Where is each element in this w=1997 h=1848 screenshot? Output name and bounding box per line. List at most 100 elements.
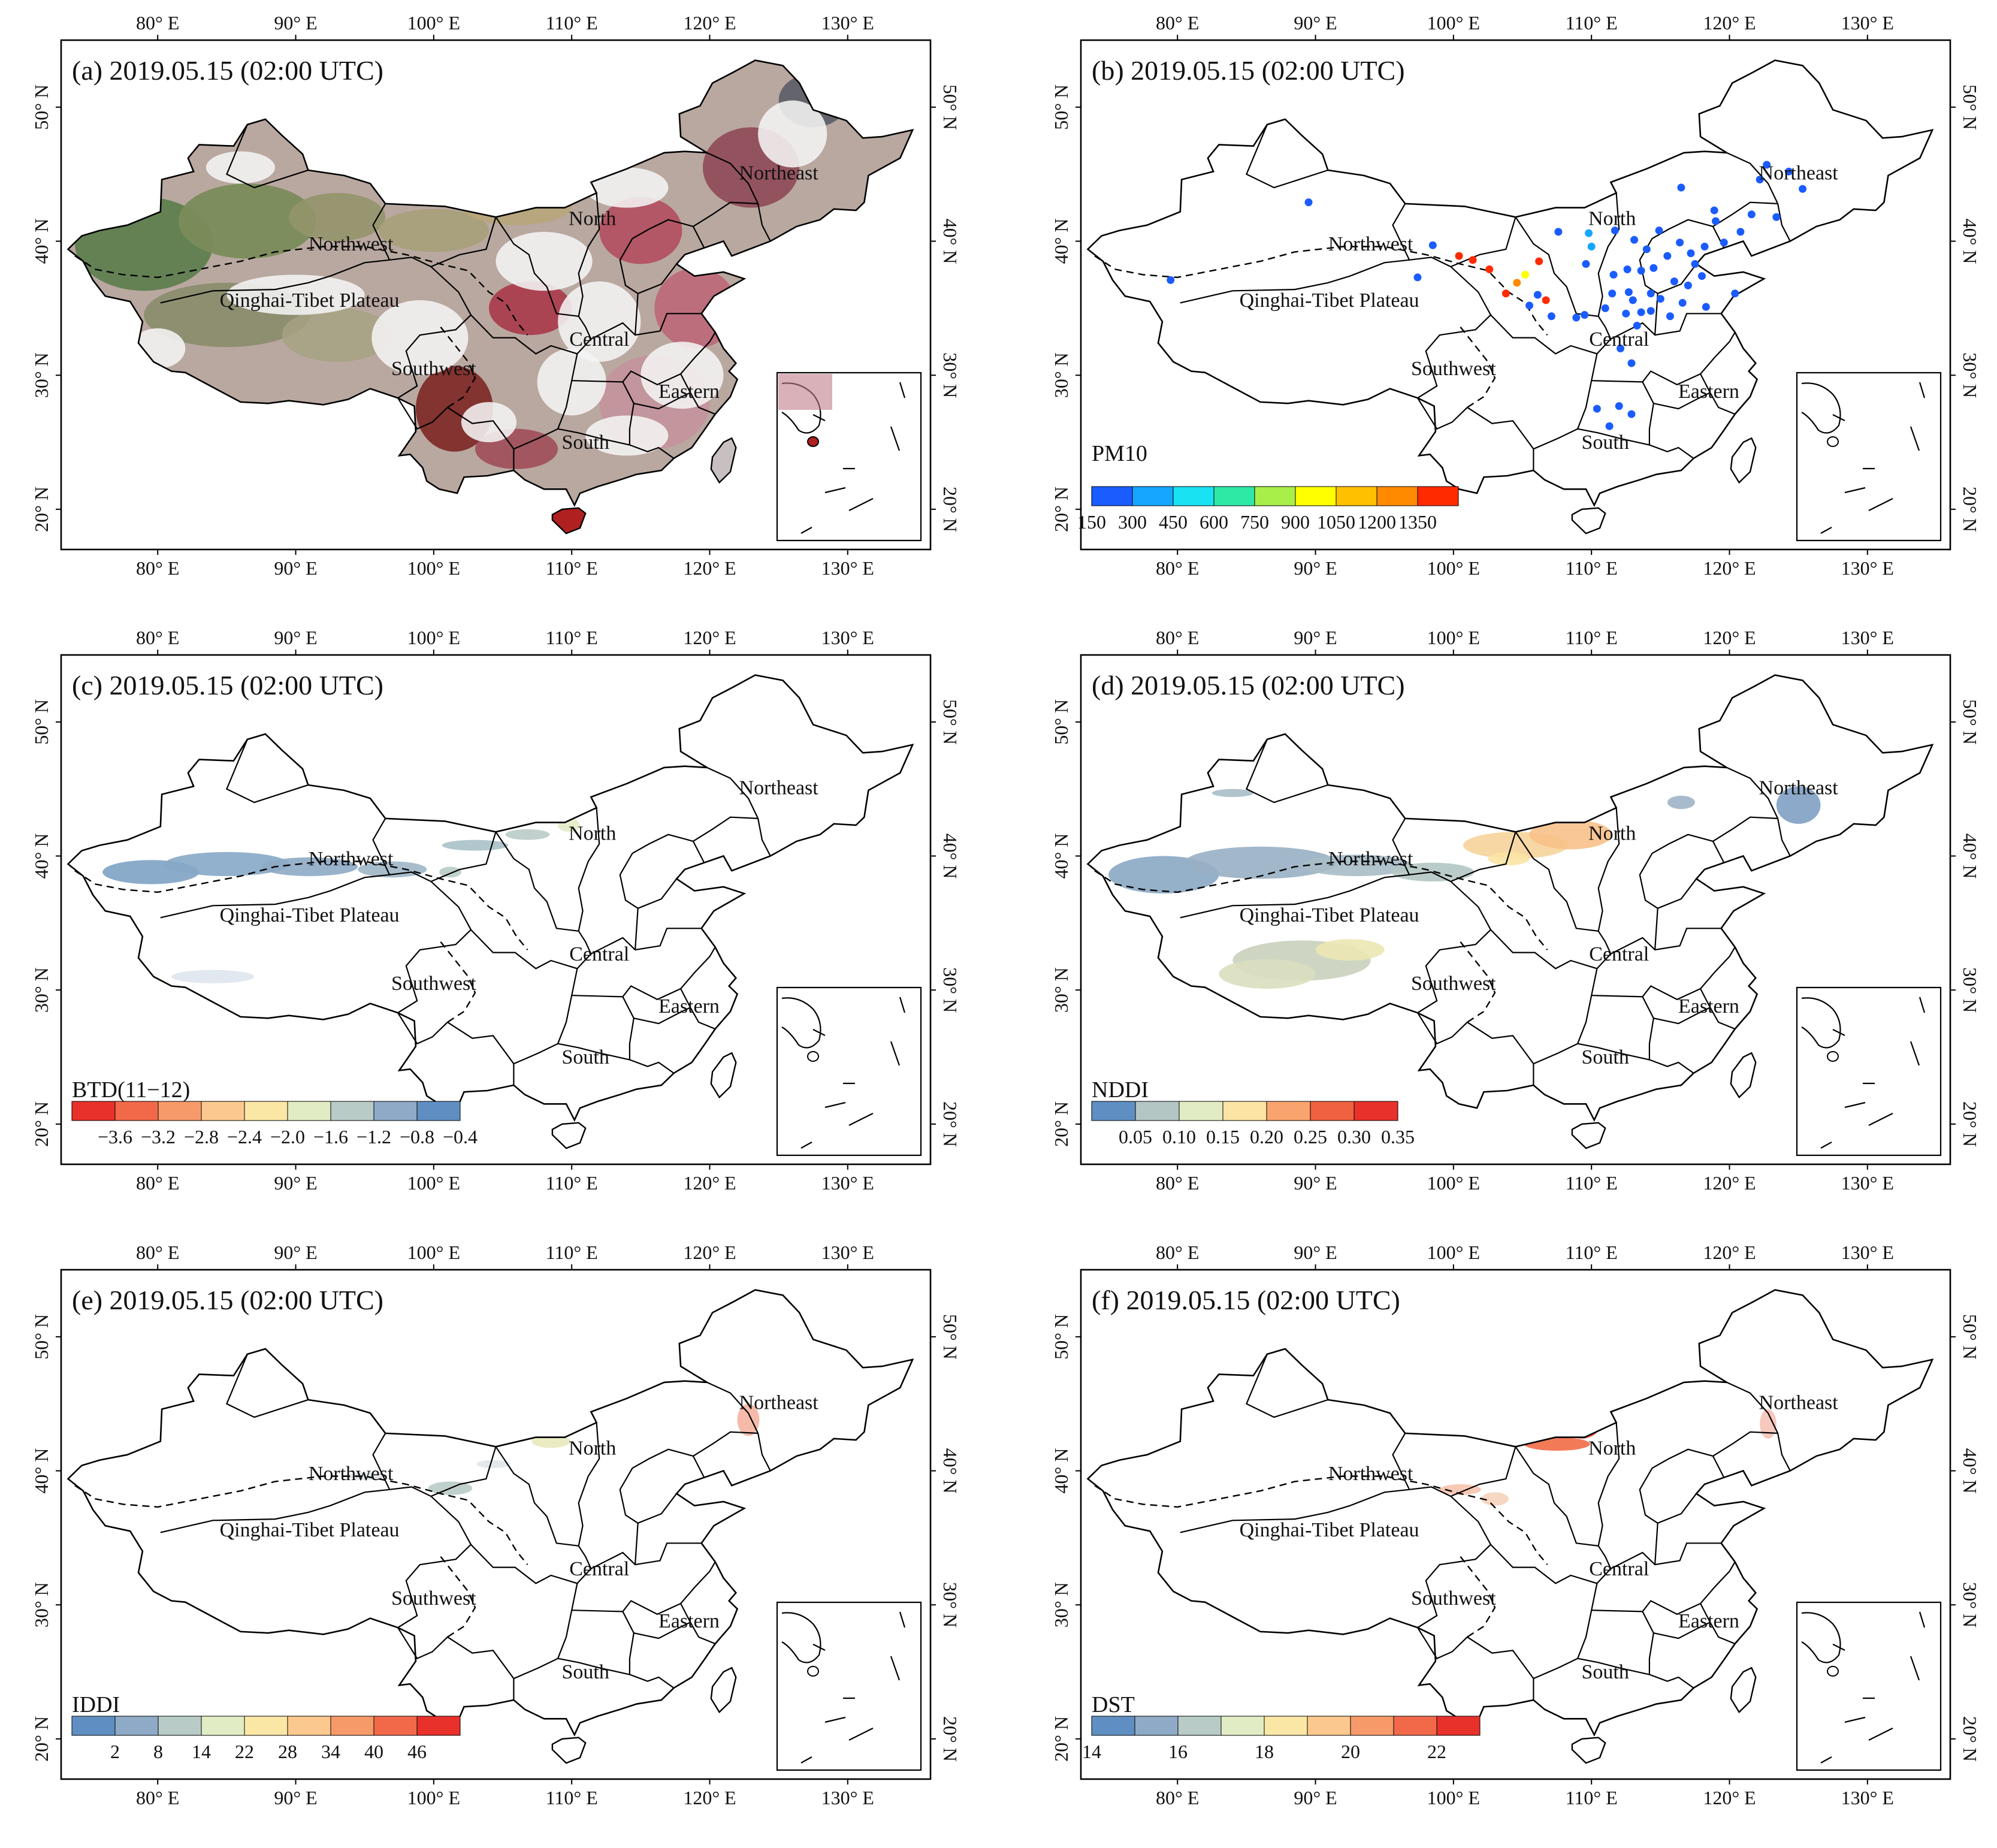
legend-swatch bbox=[1091, 486, 1133, 506]
dust-pixel-area bbox=[505, 829, 550, 840]
southwest-dashed-border bbox=[440, 1556, 476, 1638]
map-frame bbox=[60, 1269, 932, 1780]
pm10-station-dot bbox=[1697, 272, 1706, 280]
region-border bbox=[495, 1422, 600, 1547]
pm10-station-dot bbox=[1702, 303, 1710, 311]
pm10-station-dot bbox=[1687, 249, 1695, 258]
lon-label: 80° E bbox=[136, 12, 179, 34]
lat-label: 50° N bbox=[31, 84, 52, 130]
region-border bbox=[1450, 216, 1516, 268]
region-border bbox=[1712, 816, 1778, 842]
region-border bbox=[1417, 1012, 1534, 1064]
pm10-station-dot bbox=[1535, 257, 1543, 265]
region-border bbox=[1642, 1611, 1654, 1675]
south-china-sea-inset bbox=[1796, 372, 1942, 542]
region-border bbox=[1596, 1545, 1612, 1584]
lon-label: 120° E bbox=[683, 557, 736, 579]
legend-tick-label: 1350 bbox=[1398, 511, 1437, 533]
region-border bbox=[495, 807, 600, 932]
pm10-station-dot bbox=[1542, 296, 1550, 304]
lat-label: 30° N bbox=[1959, 967, 1981, 1013]
pm10-station-dot bbox=[1799, 185, 1807, 193]
lat-label: 30° N bbox=[1050, 352, 1072, 398]
legend-tick-label: 600 bbox=[1200, 511, 1228, 533]
region-border bbox=[576, 1545, 592, 1584]
region-label: Eastern bbox=[658, 1610, 720, 1632]
region-border bbox=[680, 373, 691, 393]
lon-label: 130° E bbox=[1841, 1787, 1894, 1808]
legend-swatch bbox=[1417, 486, 1459, 506]
region-border bbox=[160, 871, 472, 1014]
hainan-border bbox=[1571, 1122, 1606, 1149]
region-border bbox=[1610, 1542, 1721, 1569]
lat-label: 40° N bbox=[939, 219, 961, 264]
lon-label: 110° E bbox=[1566, 1172, 1618, 1194]
region-border bbox=[1639, 1448, 1725, 1565]
region-label: Northwest bbox=[1328, 848, 1413, 870]
legend-swatch bbox=[330, 1716, 374, 1736]
lon-label: 130° E bbox=[821, 12, 874, 34]
legend-swatch bbox=[1310, 1101, 1355, 1121]
northwest-dashed-border bbox=[1094, 860, 1548, 950]
lon-label: 130° E bbox=[1841, 1172, 1894, 1194]
region-label: Southwest bbox=[391, 1587, 476, 1610]
panel-d: Northeast North Northwest Qinghai-Tibet Pla… bbox=[1050, 627, 1981, 1194]
region-label: Northwest bbox=[309, 1463, 394, 1485]
lon-label: 120° E bbox=[1703, 1242, 1756, 1263]
lat-label: 20° N bbox=[1959, 487, 1981, 532]
legend-swatch bbox=[1091, 1101, 1136, 1121]
region-label: Northeast bbox=[739, 777, 819, 799]
lon-label: 110° E bbox=[1566, 557, 1618, 579]
lat-label: 30° N bbox=[31, 352, 52, 398]
dust-pixel-area bbox=[442, 840, 509, 851]
lon-label: 90° E bbox=[274, 12, 317, 34]
region-border bbox=[1490, 929, 1598, 1085]
region-border bbox=[680, 988, 691, 1008]
region-label: Central bbox=[1589, 328, 1649, 351]
pm10-station-dot bbox=[1622, 309, 1630, 318]
legend-swatch bbox=[1436, 1716, 1481, 1736]
region-border bbox=[1596, 316, 1612, 355]
lon-label: 130° E bbox=[1841, 557, 1894, 579]
region-border bbox=[572, 1562, 716, 1616]
pm10-station-dot bbox=[1623, 265, 1632, 273]
region-border bbox=[1515, 1422, 1620, 1547]
legend-tick-label: 28 bbox=[278, 1741, 297, 1762]
dust-pixel-area bbox=[1776, 786, 1821, 824]
lat-label: 50° N bbox=[31, 699, 52, 745]
lon-label: 80° E bbox=[136, 557, 179, 579]
legend-tick-label: 34 bbox=[321, 1741, 340, 1762]
region-label: Central bbox=[569, 1558, 629, 1580]
lon-label: 110° E bbox=[546, 1172, 598, 1194]
legend-tick-label: −2.8 bbox=[184, 1126, 219, 1148]
legend-tick-label: 2 bbox=[110, 1741, 120, 1762]
pm10-station-dot bbox=[1609, 270, 1618, 279]
lon-label: 120° E bbox=[683, 627, 736, 648]
region-border bbox=[1657, 1493, 1697, 1524]
legend-swatch bbox=[1213, 486, 1255, 506]
cloud-patch bbox=[461, 401, 517, 443]
region-border bbox=[619, 834, 705, 950]
lon-label: 120° E bbox=[683, 12, 736, 34]
lon-label: 90° E bbox=[274, 627, 317, 648]
region-label: Central bbox=[1589, 943, 1649, 965]
lon-label: 90° E bbox=[1294, 1787, 1337, 1808]
legend-tick-label: 150 bbox=[1077, 511, 1106, 533]
lon-label: 130° E bbox=[821, 1172, 874, 1194]
lon-label: 80° E bbox=[136, 1787, 179, 1808]
lon-label: 110° E bbox=[546, 557, 598, 579]
legend-swatch bbox=[244, 1101, 288, 1121]
dust-pixel-area bbox=[1212, 789, 1253, 798]
pm10-station-dot bbox=[1533, 291, 1542, 299]
lat-label: 50° N bbox=[1959, 1314, 1981, 1360]
pm10-station-dot bbox=[1572, 313, 1581, 322]
region-label: Southwest bbox=[391, 973, 476, 995]
pm10-station-dot bbox=[1627, 359, 1636, 367]
pm10-station-dot bbox=[1630, 235, 1639, 244]
region-border bbox=[397, 1012, 515, 1064]
region-label: Eastern bbox=[1678, 1610, 1739, 1632]
legend-tick-label: −1.2 bbox=[357, 1126, 391, 1148]
lon-label: 90° E bbox=[1294, 1172, 1337, 1194]
cloud-patch bbox=[206, 151, 275, 184]
pm10-station-dot bbox=[1485, 265, 1494, 273]
